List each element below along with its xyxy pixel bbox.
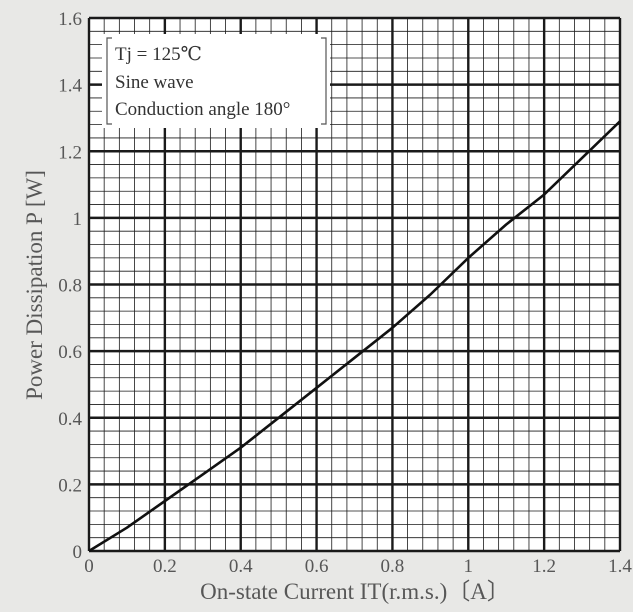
annotation-line-3: Conduction angle 180° (115, 99, 290, 120)
series-line-1 (88, 120, 621, 553)
y-tick-label: 1.4 (58, 76, 82, 97)
annotation-right-bracket (321, 37, 327, 125)
x-tick-label: 0.2 (153, 556, 177, 577)
x-tick-label: 1.2 (532, 556, 556, 577)
annotation-line-2: Sine wave (115, 72, 194, 93)
y-tick-label: 0 (73, 542, 83, 563)
y-tick-label: 1 (73, 209, 83, 230)
x-tick-label: 0.4 (229, 556, 253, 577)
x-axis-label: On-state Current IT(r.m.s.)〔A〕 (200, 579, 510, 604)
x-tick-label: 0.6 (305, 556, 329, 577)
annotation-box: Tj = 125℃ Sine wave Conduction angle 180… (102, 34, 330, 128)
tick-labels: 0 0.2 0.4 0.6 0.8 1 1.2 1.4 0 0.2 0.4 0.6 0.8 1 1.2 1.4… (58, 9, 632, 577)
y-tick-label: 0.6 (58, 342, 82, 363)
x-tick-label: 1.4 (608, 556, 632, 577)
annotation-line-1: Tj = 125℃ (115, 44, 202, 65)
x-tick-label: 0 (84, 556, 94, 577)
annotation-left-bracket (106, 37, 112, 125)
x-tick-label: 0.8 (381, 556, 405, 577)
y-tick-label: 0.2 (58, 475, 82, 496)
curve-layer (88, 120, 621, 553)
y-tick-label: 0.4 (58, 409, 82, 430)
x-tick-label: 1 (464, 556, 474, 577)
y-tick-label: 0.8 (58, 276, 82, 297)
annotation-background (102, 34, 330, 128)
y-tick-label: 1.2 (58, 142, 82, 163)
y-tick-label: 1.6 (58, 9, 82, 30)
y-axis-label: Power Dissipation P [W] (22, 170, 47, 400)
